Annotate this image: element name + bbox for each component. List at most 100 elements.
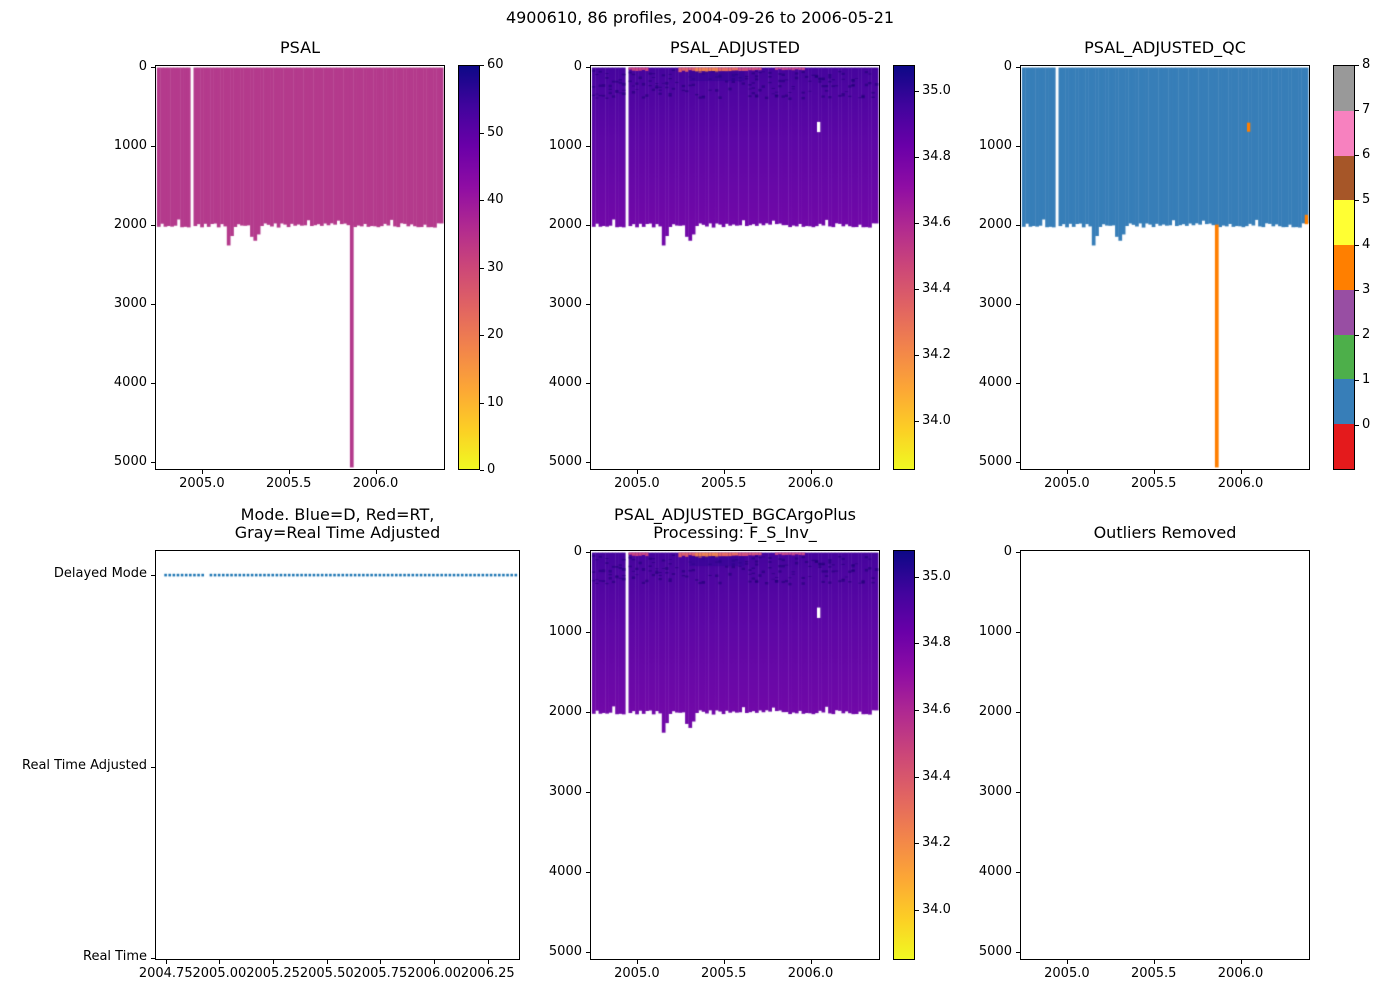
y-tick-label-psal: 1000: [113, 137, 147, 153]
y-tick-outliers: [1016, 631, 1020, 633]
figure-suptitle: 4900610, 86 profiles, 2004-09-26 to 2006…: [505, 8, 895, 27]
x-tick-psal_adjusted_bgc: [723, 960, 725, 964]
colorbar-band-qc-7: [1334, 110, 1354, 156]
colorbar-band-qc-6: [1334, 155, 1354, 201]
axes-psal-adjusted: [590, 65, 880, 470]
colorbar-tick-psal_adjusted: [915, 354, 919, 356]
colorbar-tick-label-psal_adjusted_bgc: 34.8: [922, 635, 951, 651]
x-tick-label-psal: 2005.0: [179, 476, 225, 491]
y-tick-label-psal_adjusted_bgc: 1000: [548, 623, 582, 639]
y-tick-label-psal_adjusted_qc: 4000: [978, 374, 1012, 390]
y-category-label-mode: Real Time: [83, 949, 147, 964]
colorbar-tick-label-psal_adjusted_qc: 0: [1362, 417, 1371, 432]
y-tick-outliers: [1016, 951, 1020, 953]
colorbar-tick-label-psal_adjusted: 34.8: [922, 149, 951, 165]
colorbar-psal-adjusted-bgc: [893, 550, 915, 960]
colorbar-band-qc-0: [1334, 424, 1354, 469]
colorbar-tick-label-psal_adjusted: 35.0: [922, 83, 951, 99]
colorbar-tick-psal_adjusted_bgc: [915, 576, 919, 578]
y-tick-psal_adjusted_qc: [1016, 145, 1020, 147]
y-tick-label-psal_adjusted_qc: 1000: [978, 137, 1012, 153]
y-tick-label-outliers: 3000: [978, 783, 1012, 799]
colorbar-band-qc-2: [1334, 334, 1354, 380]
axes-psal-adjusted-bgc: [590, 550, 880, 960]
colorbar-psal-adjusted-qc: [1333, 65, 1355, 470]
y-tick-label-psal_adjusted_qc: 0: [1003, 58, 1012, 74]
y-tick-outliers: [1016, 551, 1020, 553]
y-tick-outliers: [1016, 871, 1020, 873]
colorbar-tick-label-psal_adjusted: 34.6: [922, 215, 951, 231]
x-tick-label-psal_adjusted_bgc: 2006.0: [787, 966, 834, 981]
x-tick-psal_adjusted_qc: [1066, 470, 1068, 474]
colorbar-tick-label-psal_adjusted_bgc: 35.0: [922, 568, 951, 584]
x-tick-label-psal_adjusted_qc: 2005.0: [1044, 476, 1090, 491]
colorbar-tick-label-psal: 60: [487, 57, 504, 72]
x-tick-mode: [273, 960, 275, 964]
subplot-title-mode-line2: Gray=Real Time Adjusted: [234, 523, 441, 542]
y-tick-label-psal: 2000: [113, 216, 147, 232]
y-tick-label-outliers: 4000: [978, 863, 1012, 879]
colorbar-tick-psal: [480, 200, 484, 201]
subplot-title-outliers: Outliers Removed: [1093, 523, 1237, 542]
y-tick-label-psal: 0: [138, 58, 147, 74]
y-tick-label-outliers: 5000: [978, 943, 1012, 959]
x-tick-label-outliers: 2005.5: [1130, 966, 1177, 981]
y-tick-psal_adjusted_bgc: [586, 791, 590, 793]
colorbar-tick-label-psal_adjusted: 34.2: [922, 346, 951, 362]
x-tick-label-mode: 2006.00: [407, 966, 461, 981]
axes-mode: [155, 550, 520, 960]
x-tick-label-psal: 2006.0: [352, 476, 399, 491]
colorbar-tick-label-psal_adjusted_qc: 1: [1362, 372, 1371, 387]
y-tick-label-psal_adjusted: 2000: [548, 216, 582, 232]
y-tick-psal: [151, 303, 155, 305]
y-tick-label-psal_adjusted_bgc: 5000: [548, 943, 582, 959]
x-tick-label-mode: 2004.75: [138, 966, 193, 981]
x-tick-label-mode: 2005.00: [192, 966, 247, 981]
y-tick-label-psal_adjusted: 5000: [548, 454, 582, 470]
x-tick-label-mode: 2005.50: [299, 966, 354, 981]
y-tick-mode: [151, 575, 155, 576]
colorbar-band-qc-1: [1334, 379, 1354, 425]
y-tick-psal_adjusted_bgc: [586, 711, 590, 713]
y-tick-label-psal_adjusted_qc: 2000: [978, 216, 1012, 232]
x-tick-label-psal_adjusted_qc: 2005.5: [1130, 476, 1177, 491]
colorbar-tick-psal: [480, 132, 484, 134]
y-category-label-mode: Delayed Mode: [53, 566, 147, 581]
colorbar-tick-psal_adjusted: [915, 420, 919, 422]
colorbar-tick-label-psal_adjusted_bgc: 34.0: [922, 902, 951, 917]
y-tick-label-psal_adjusted: 4000: [548, 374, 582, 390]
heatmap-psal-adjusted: [591, 66, 879, 469]
y-tick-psal_adjusted_bgc: [586, 951, 590, 953]
x-tick-psal_adjusted_bgc: [810, 960, 812, 964]
axes-psal: [155, 65, 445, 470]
colorbar-psal-adjusted: [893, 65, 915, 470]
y-tick-psal_adjusted_qc: [1016, 462, 1020, 464]
x-tick-mode: [380, 960, 382, 964]
y-tick-label-psal_adjusted_qc: 5000: [978, 454, 1012, 470]
y-tick-label-psal: 5000: [113, 454, 147, 470]
colorbar-tick-label-psal_adjusted: 34.0: [922, 412, 951, 428]
mode-dot-plot: [156, 551, 519, 959]
y-tick-label-psal_adjusted_bgc: 0: [573, 543, 582, 559]
x-tick-label-psal_adjusted: 2006.0: [787, 476, 834, 491]
y-tick-psal_adjusted_bgc: [586, 871, 590, 873]
y-tick-label-psal_adjusted: 0: [573, 58, 582, 74]
y-tick-label-psal_adjusted_bgc: 2000: [548, 703, 582, 719]
subplot-title-psal: PSAL: [280, 38, 320, 57]
subplot-title-psal-adjusted: PSAL_ADJUSTED: [669, 38, 800, 57]
x-tick-label-mode: 2005.75: [353, 966, 408, 981]
y-tick-psal_adjusted_bgc: [586, 631, 590, 633]
x-tick-outliers: [1240, 960, 1242, 964]
y-tick-psal_adjusted_qc: [1016, 382, 1020, 384]
x-tick-label-psal_adjusted_bgc: 2005.5: [700, 966, 747, 981]
x-tick-label-psal_adjusted: 2005.5: [700, 476, 747, 491]
x-tick-psal_adjusted: [723, 470, 725, 474]
heatmap-psal: [156, 66, 444, 469]
colorbar-tick-label-psal_adjusted_bgc: 34.2: [922, 835, 951, 851]
colorbar-psal: [458, 65, 480, 470]
x-tick-label-outliers: 2006.0: [1217, 966, 1264, 981]
colorbar-tick-label-psal_adjusted_qc: 6: [1362, 147, 1371, 162]
x-tick-outliers: [1066, 960, 1068, 964]
x-tick-psal_adjusted: [636, 470, 638, 474]
